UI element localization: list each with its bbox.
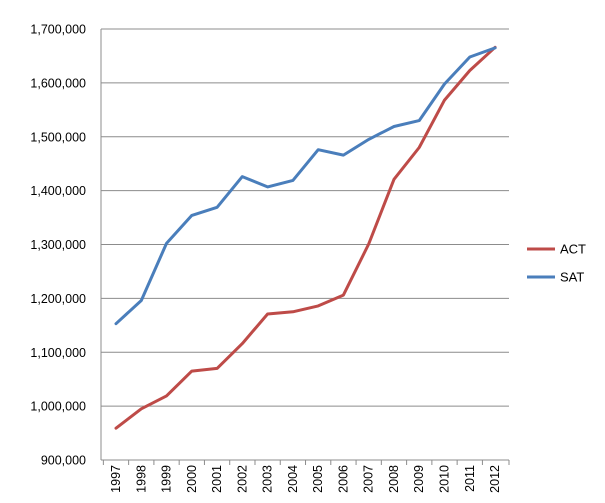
series-lines xyxy=(114,45,497,430)
x-tick-label: 2000 xyxy=(185,465,199,493)
y-tick-label: 900,000 xyxy=(41,454,86,468)
x-tick-label: 2008 xyxy=(387,465,401,493)
x-tick-label: 1999 xyxy=(160,465,174,493)
y-tick-label: 1,500,000 xyxy=(30,130,86,144)
x-tick-label: 2005 xyxy=(311,465,325,493)
y-tick-label: 1,300,000 xyxy=(30,238,86,252)
series-line-act xyxy=(114,45,497,430)
x-tick-label: 2004 xyxy=(286,465,300,493)
y-axis-tick-labels: 900,000 1,000,000 1,100,000 1,200,000 1,300,… xyxy=(30,23,86,468)
x-tick-label: 2009 xyxy=(412,465,426,493)
x-tick-label: 2010 xyxy=(438,465,452,493)
x-tick-label: 1998 xyxy=(134,465,148,493)
legend: ACT SAT xyxy=(527,242,586,285)
x-tick-label: 2001 xyxy=(210,465,224,493)
legend-label-sat: SAT xyxy=(560,270,584,285)
x-tick-label: 2006 xyxy=(336,465,350,493)
y-tick-label: 1,400,000 xyxy=(30,184,86,198)
x-tick-label: 2002 xyxy=(235,465,249,493)
x-axis-tick-labels: 1997 1998 1999 2000 2001 2002 2003 2004 2005 2006… xyxy=(102,460,510,493)
axes xyxy=(100,29,509,461)
gridlines xyxy=(101,28,509,407)
x-tick-label: 2011 xyxy=(463,465,477,492)
y-tick-label: 1,600,000 xyxy=(30,76,86,90)
x-tick-label: 2003 xyxy=(261,465,275,493)
y-tick-label: 1,200,000 xyxy=(30,292,86,306)
x-tick-label: 1997 xyxy=(109,465,123,493)
series-line-sat xyxy=(114,46,497,326)
y-tick-label: 1,000,000 xyxy=(30,400,86,414)
y-tick-label: 1,700,000 xyxy=(30,23,86,37)
legend-label-act: ACT xyxy=(560,242,586,257)
x-tick-label: 2012 xyxy=(488,465,502,493)
x-tick-label: 2007 xyxy=(362,465,376,493)
y-tick-label: 1,100,000 xyxy=(30,346,86,360)
